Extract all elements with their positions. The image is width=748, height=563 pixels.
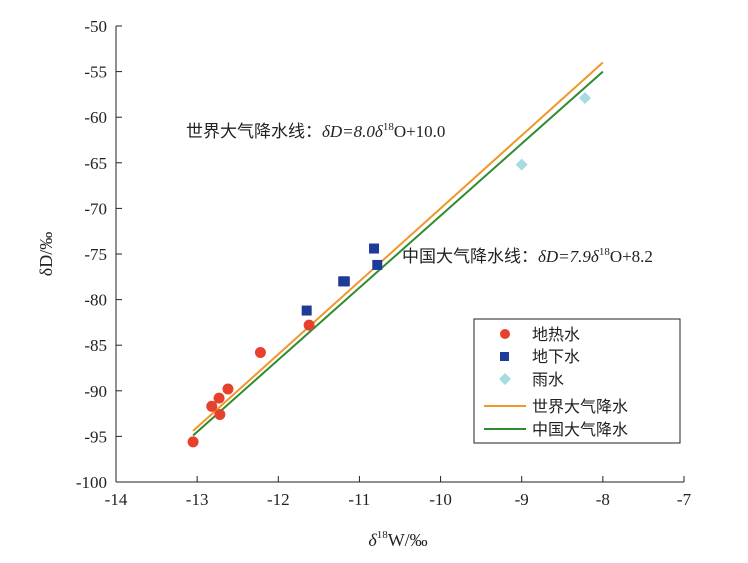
- legend-label-geothermal: 地热水: [532, 325, 580, 344]
- rain-point: [515, 158, 528, 171]
- y-axis: -50 -55 -60 -65 -70 -75 -80 -85 -90 -95 -100: [76, 17, 122, 492]
- legend-marker-geothermal: [500, 329, 510, 339]
- y-tick-label: -70: [84, 199, 107, 218]
- x-tick-label: -8: [596, 490, 610, 509]
- gmwl-annotation: 世界大气降水线：δD=8.0δ18O+10.0: [186, 121, 445, 142]
- groundwater-point: [372, 259, 383, 270]
- data-points: [187, 92, 592, 448]
- y-tick-label: -60: [84, 108, 107, 127]
- x-tick-label: -14: [105, 490, 128, 509]
- groundwater-point: [301, 305, 312, 316]
- geothermal-point: [254, 346, 266, 358]
- y-axis-label: δD/‰: [36, 232, 56, 276]
- y-tick-label: -55: [84, 63, 107, 82]
- gmwl-line: [192, 61, 604, 432]
- y-tick-label: -50: [84, 17, 107, 36]
- legend-label-groundwater: 地下水: [532, 347, 580, 366]
- x-tick-label: -7: [677, 490, 692, 509]
- geothermal-point: [303, 319, 315, 331]
- legend-label-gmwl: 世界大气降水: [532, 397, 628, 416]
- regression-lines: [192, 61, 604, 437]
- y-tick-label: -65: [84, 154, 107, 173]
- legend-marker-groundwater: [500, 352, 509, 361]
- y-tick-label: -95: [84, 427, 107, 446]
- groundwater-point: [339, 276, 350, 287]
- geothermal-point: [206, 400, 218, 412]
- x-tick-label: -13: [186, 490, 209, 509]
- x-tick-label: -12: [267, 490, 290, 509]
- legend-marker-rain: [499, 373, 511, 385]
- y-tick-label: -75: [84, 245, 107, 264]
- x-axis: -14 -13 -12 -11 -10 -9 -8 -7: [105, 476, 692, 509]
- x-tick-label: -9: [515, 490, 529, 509]
- geothermal-point: [213, 392, 225, 404]
- y-tick-label: -90: [84, 382, 107, 401]
- y-tick-label: -85: [84, 336, 107, 355]
- legend-label-cmwl: 中国大气降水: [532, 420, 628, 439]
- cmwl-annotation: 中国大气降水线：δD=7.9δ18O+8.2: [402, 246, 653, 267]
- x-tick-label: -11: [348, 490, 370, 509]
- geothermal-point: [214, 409, 226, 421]
- y-tick-label: -100: [76, 473, 107, 492]
- legend-label-rain: 雨水: [532, 370, 564, 389]
- rain-point: [579, 92, 592, 105]
- geothermal-point: [222, 383, 234, 395]
- groundwater-point: [369, 243, 380, 254]
- geothermal-point: [187, 436, 199, 448]
- x-tick-label: -10: [429, 490, 452, 509]
- cmwl-line: [192, 70, 604, 437]
- y-tick-label: -80: [84, 291, 107, 310]
- legend: 地热水 地下水 雨水 世界大气降水 中国大气降水: [473, 318, 681, 444]
- x-axis-label: δ18W/‰: [368, 529, 427, 550]
